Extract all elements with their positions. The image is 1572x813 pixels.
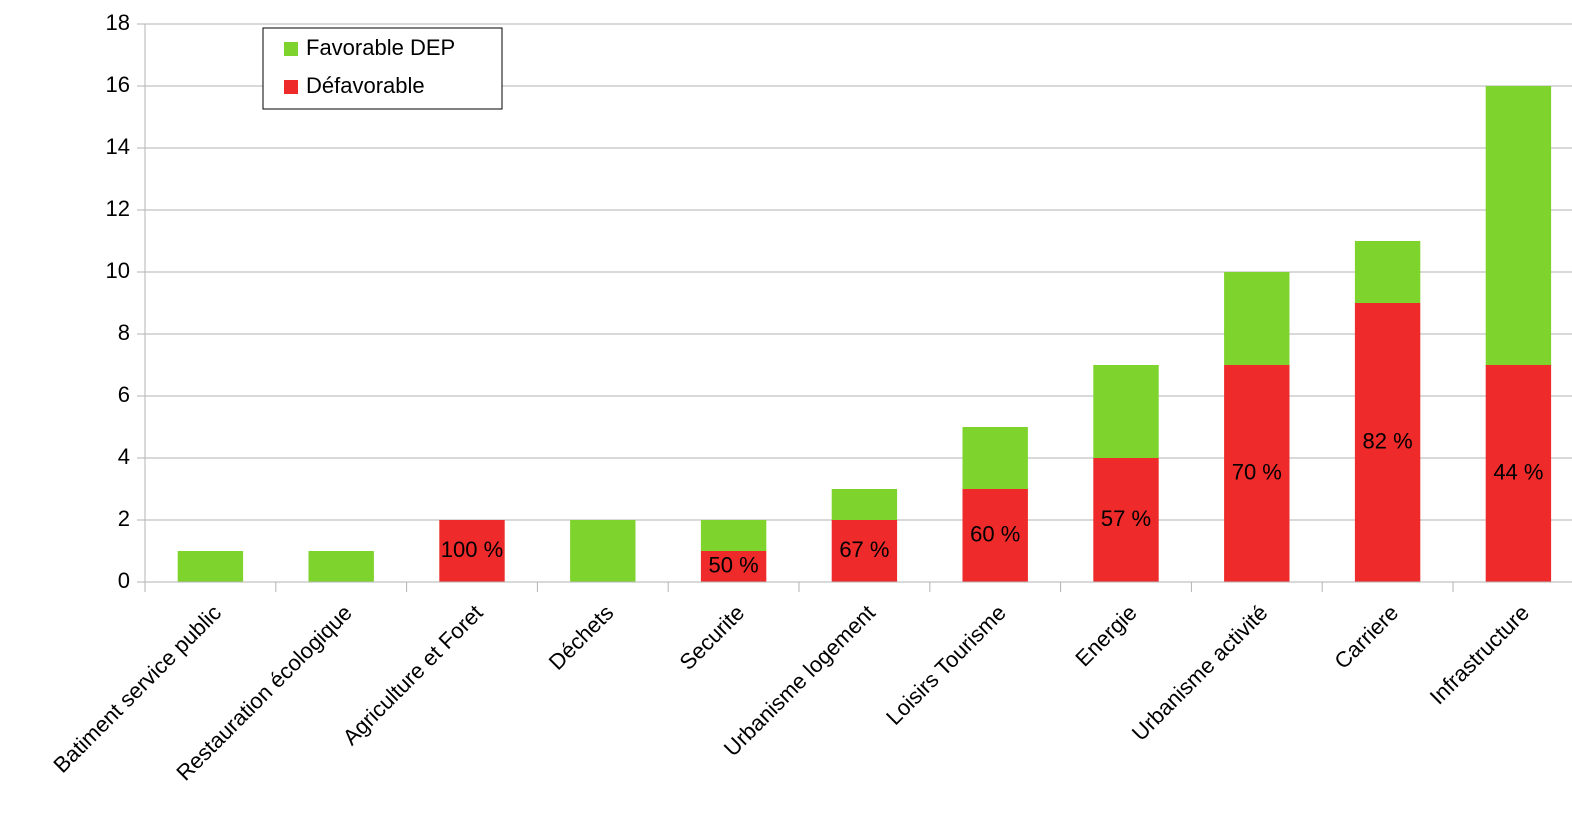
y-tick-label: 4	[118, 444, 130, 469]
bar-segment	[1093, 365, 1159, 458]
legend-label: Défavorable	[306, 73, 425, 98]
x-tick-label: Urbanisme logement	[719, 600, 880, 761]
data-label: 82 %	[1363, 428, 1413, 453]
data-label: 50 %	[709, 552, 759, 577]
bar-segment	[1224, 272, 1290, 365]
legend-swatch	[284, 42, 298, 56]
bar-segment	[962, 489, 1028, 582]
data-label: 44 %	[1493, 459, 1543, 484]
x-tick-label: Déchets	[544, 600, 619, 675]
data-label: 100 %	[441, 537, 503, 562]
bars	[177, 86, 1552, 582]
y-tick-label: 18	[106, 10, 130, 35]
bar-segment	[1093, 458, 1159, 582]
x-tick-label: Carriere	[1329, 600, 1403, 674]
y-tick-label: 10	[106, 258, 130, 283]
data-label: 67 %	[839, 537, 889, 562]
grid	[137, 23, 1572, 583]
y-tick-label: 12	[106, 196, 130, 221]
bar-segment	[1224, 365, 1290, 582]
y-tick-label: 16	[106, 72, 130, 97]
bar-segment	[439, 520, 505, 582]
bar-segment	[308, 551, 374, 582]
legend-swatch	[284, 80, 298, 94]
data-label: 57 %	[1101, 506, 1151, 531]
legend: Favorable DEP Défavorable	[262, 27, 503, 110]
bar-segment	[831, 520, 898, 582]
y-tick-label: 6	[118, 382, 130, 407]
y-tick-label: 2	[118, 506, 130, 531]
bar-segment	[700, 520, 767, 551]
bar-segment	[177, 551, 244, 582]
bar-segment	[962, 427, 1028, 489]
x-tick-label: Energie	[1070, 600, 1141, 671]
y-tick-label: 0	[118, 568, 130, 593]
x-tick-label: Urbanisme activité	[1127, 600, 1273, 746]
data-label: 60 %	[970, 521, 1020, 546]
legend-label: Favorable DEP	[306, 35, 455, 60]
legend-box	[262, 27, 503, 110]
bar-segment	[570, 520, 636, 582]
bar-segment	[1354, 303, 1421, 582]
x-tick-label: Infrastructure	[1425, 600, 1534, 709]
bar-segment	[700, 551, 767, 582]
bar-segment	[1485, 365, 1552, 582]
x-tick-label: Agriculture et Foret	[338, 600, 488, 750]
x-tick-label: Securite	[674, 600, 749, 675]
bar-segment	[1485, 86, 1552, 365]
data-label: 70 %	[1232, 459, 1282, 484]
y-tick-label: 14	[106, 134, 130, 159]
x-tick-label: Loisirs Tourisme	[881, 600, 1011, 730]
bar-segment	[1354, 241, 1421, 303]
y-tick-label: 8	[118, 320, 130, 345]
bar-segment	[831, 489, 898, 520]
